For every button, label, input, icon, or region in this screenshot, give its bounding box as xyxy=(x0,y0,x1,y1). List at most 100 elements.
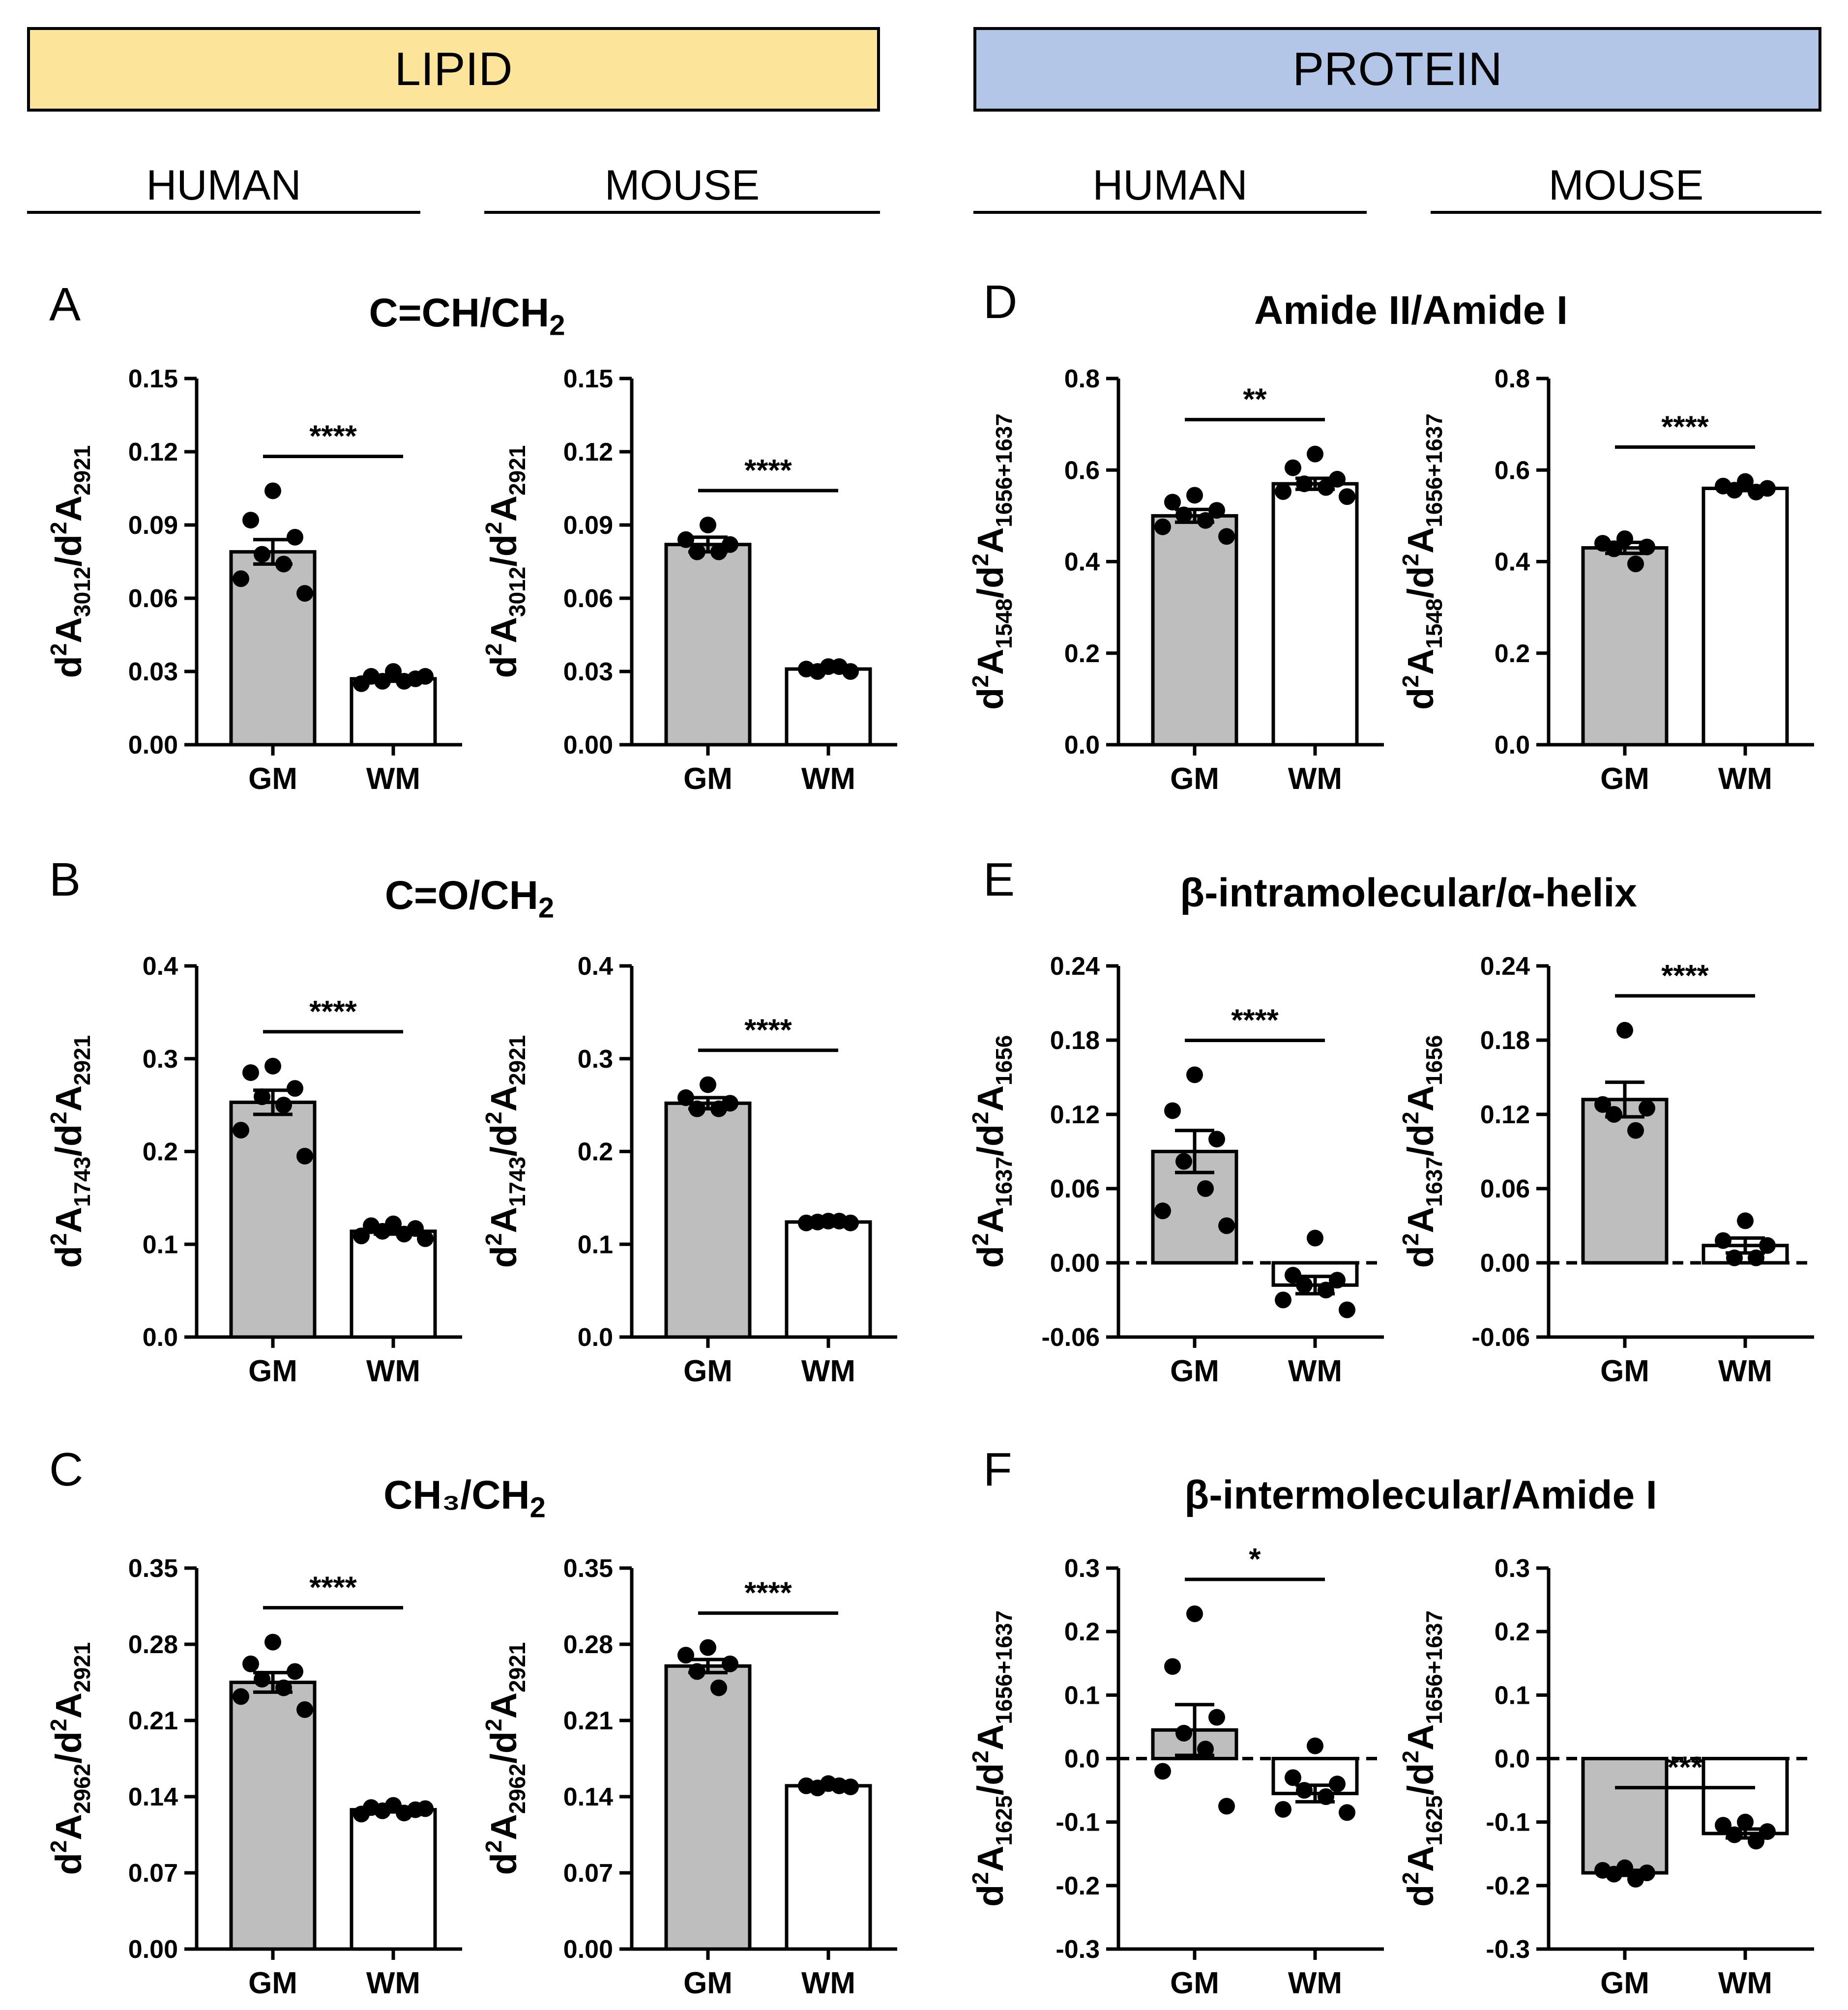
species-header-protein-human: HUMAN xyxy=(973,160,1367,214)
y-tick-label: 0.00 xyxy=(1480,1249,1530,1278)
y-tick-label: 0.0 xyxy=(1495,1745,1530,1774)
y-tick-label: 0.21 xyxy=(128,1707,178,1735)
data-point xyxy=(1339,488,1355,505)
data-point xyxy=(1197,512,1214,529)
bar-wm xyxy=(785,1220,872,1339)
bar-wm xyxy=(1701,487,1789,747)
data-point xyxy=(1296,1782,1313,1799)
bar-wm xyxy=(350,1808,437,1951)
bar-gm xyxy=(664,1664,752,1951)
chart-F-human: -0.3 -0.2 -0.1 0.0 0.1 0.2 0.3 GM WM * d2A1625/d2A… xyxy=(968,1543,1384,2000)
data-point xyxy=(809,1779,826,1797)
y-tick-label: 0.12 xyxy=(1480,1101,1530,1129)
x-tick-label-gm: GM xyxy=(248,1354,297,1388)
y-axis-label: d2A1743/d2A2921 xyxy=(46,1035,95,1268)
y-tick-label: 0.21 xyxy=(563,1707,613,1735)
y-axis-label: d2A1625/d2A1656+1637 xyxy=(1398,1610,1447,1907)
data-point xyxy=(374,672,391,690)
y-tick-label: 0.06 xyxy=(563,584,613,613)
y-tick-label: 0.03 xyxy=(563,658,613,686)
y-tick-label: 0.14 xyxy=(563,1783,613,1811)
y-tick-label: 0.4 xyxy=(1064,548,1100,577)
data-point xyxy=(1154,1763,1171,1780)
significance-label: ** xyxy=(1243,383,1267,417)
chart-B-human: 0.0 0.1 0.2 0.3 0.4 GM WM **** d2A1743/d2A2921 xyxy=(46,952,462,1388)
y-tick-label: 0.14 xyxy=(128,1783,178,1811)
y-axis-label: d2A1625/d2A1656+1637 xyxy=(968,1610,1017,1907)
y-axis-label: d2A3012/d2A2921 xyxy=(46,445,95,678)
data-point xyxy=(254,1670,270,1688)
data-point xyxy=(1616,1021,1633,1039)
y-tick-label: 0.1 xyxy=(143,1230,178,1259)
chart-D-human: 0.0 0.2 0.4 0.6 0.8 GM WM ** d2A1548/d2A1656+163… xyxy=(968,365,1384,796)
data-point xyxy=(1748,1833,1764,1850)
data-point xyxy=(233,570,249,587)
data-point xyxy=(1339,1301,1355,1318)
chart-E-human: -0.06 0.00 0.06 0.12 0.18 0.24 GM WM **** d2A1637… xyxy=(968,952,1384,1388)
data-point xyxy=(1748,1249,1764,1266)
y-tick-label: 0.2 xyxy=(143,1138,178,1166)
data-point xyxy=(700,517,716,533)
y-tick-label: 0.07 xyxy=(563,1859,613,1888)
y-tick-label: -0.1 xyxy=(1486,1808,1530,1837)
significance-label: **** xyxy=(1231,1003,1279,1037)
panel-letter-a: A xyxy=(49,278,81,331)
x-tick-label-wm: WM xyxy=(366,1354,420,1388)
y-tick-label: 0.8 xyxy=(1495,365,1530,393)
chart-A-mouse: 0.00 0.03 0.06 0.09 0.12 0.15 GM WM **** d2A3012/… xyxy=(481,365,897,796)
y-tick-label: 0.4 xyxy=(143,952,178,981)
y-tick-label: 0.12 xyxy=(1050,1101,1100,1129)
data-point xyxy=(287,1663,303,1680)
data-point xyxy=(1627,555,1644,573)
x-tick-label-wm: WM xyxy=(1288,762,1342,796)
data-point xyxy=(233,1688,249,1705)
data-point xyxy=(1318,1788,1334,1805)
chart-C-human: 0.00 0.07 0.14 0.21 0.28 0.35 GM WM **** d2A2962/… xyxy=(46,1554,462,2000)
data-point xyxy=(264,482,281,499)
data-point xyxy=(809,663,826,680)
data-point xyxy=(417,1800,434,1817)
data-point xyxy=(1186,1066,1203,1083)
y-tick-label: 0.0 xyxy=(1064,1745,1100,1774)
significance-label: **** xyxy=(309,419,357,453)
data-point xyxy=(296,585,313,602)
bar-gm xyxy=(1151,514,1238,747)
y-tick-label: 0.28 xyxy=(128,1631,178,1659)
data-point xyxy=(1627,1122,1644,1139)
y-tick-label: 0.18 xyxy=(1480,1026,1530,1055)
data-point xyxy=(700,1639,716,1656)
data-point xyxy=(1715,1232,1731,1249)
data-point xyxy=(417,668,434,685)
y-tick-label: 0.18 xyxy=(1050,1026,1100,1055)
data-point xyxy=(1218,528,1235,545)
significance-label: **** xyxy=(309,995,357,1029)
data-point xyxy=(1275,1801,1291,1818)
data-point xyxy=(254,546,270,563)
panel-title-e: β-intramolecular/α-helix xyxy=(1180,871,1637,915)
x-tick-label-wm: WM xyxy=(1288,1966,1342,2000)
significance-label: **** xyxy=(1661,410,1709,444)
data-point xyxy=(296,1147,313,1165)
y-tick-label: 0.3 xyxy=(1495,1554,1530,1583)
y-axis-label: d2A1548/d2A1656+1637 xyxy=(1398,413,1447,710)
data-point xyxy=(831,658,848,675)
bar-wm xyxy=(350,1229,437,1339)
data-point xyxy=(287,1080,303,1097)
data-point xyxy=(1759,1823,1776,1840)
y-tick-label: 0.0 xyxy=(1064,731,1100,759)
data-point xyxy=(1218,1217,1235,1234)
x-tick-label-wm: WM xyxy=(801,1354,855,1388)
lipid-banner: LIPID xyxy=(27,27,880,112)
species-header-lipid-human: HUMAN xyxy=(27,160,420,214)
data-point xyxy=(1186,1605,1203,1622)
x-tick-label-gm: GM xyxy=(1600,1966,1649,2000)
significance-label: **** xyxy=(1661,959,1709,993)
y-tick-label: 0.4 xyxy=(578,952,613,981)
data-point xyxy=(1175,506,1192,524)
data-point xyxy=(1726,1826,1743,1843)
data-point xyxy=(1737,1813,1754,1831)
data-point xyxy=(296,1701,313,1718)
data-point xyxy=(1164,494,1181,511)
data-point xyxy=(1627,1870,1644,1888)
